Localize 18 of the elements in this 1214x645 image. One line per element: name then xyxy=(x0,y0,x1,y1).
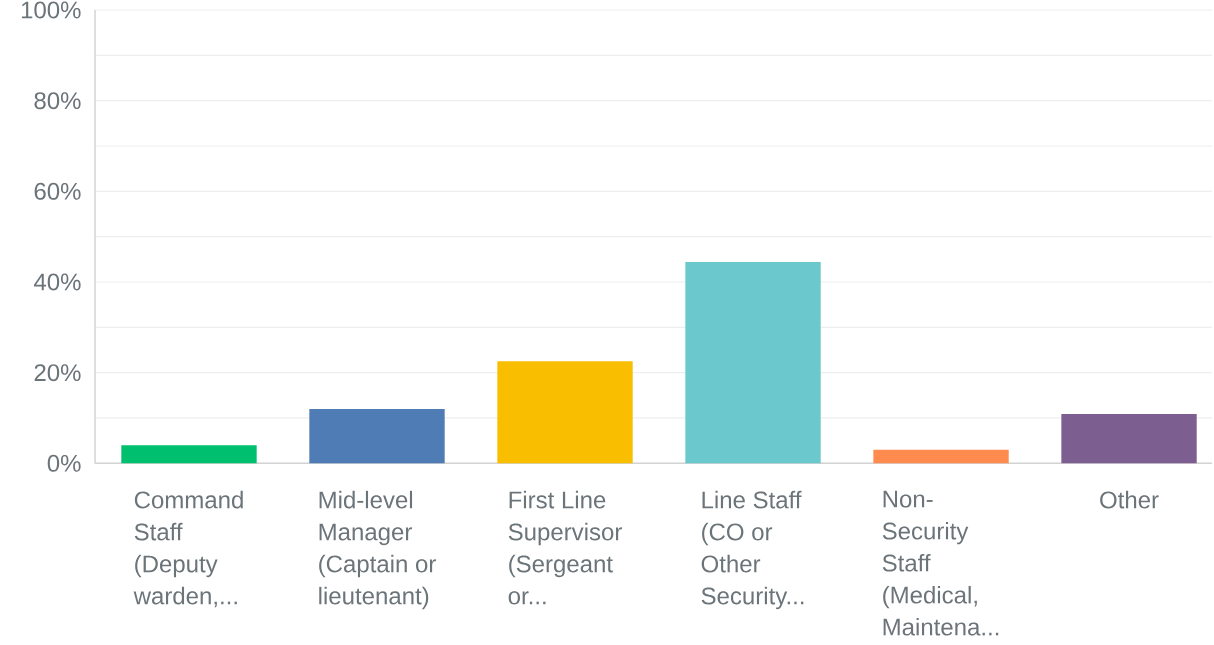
x-tick-label: Command Staff (Deputy warden,... xyxy=(133,490,243,608)
y-tick-label: 40% xyxy=(33,273,81,291)
bar xyxy=(685,262,821,464)
x-tick-label: Mid-level Manager (Captain or lieutenant) xyxy=(319,490,436,610)
x-tick-label: Non-Security Staff (Medical, Maintena... xyxy=(882,490,999,636)
y-tick-label: 20% xyxy=(34,364,81,382)
y-tick-label: 80% xyxy=(34,92,81,110)
bar xyxy=(309,408,445,464)
y-tick-label: 60% xyxy=(34,182,81,200)
y-tick-label: 100% xyxy=(21,1,81,19)
x-tick-label: Other xyxy=(1100,490,1159,509)
y-tick-label: 0% xyxy=(47,454,81,472)
x-tick-label: First Line Supervisor (Sergeant or... xyxy=(508,490,622,605)
bar xyxy=(121,445,257,464)
bar xyxy=(1061,413,1197,464)
bar xyxy=(497,361,633,464)
bar xyxy=(873,449,1009,464)
x-tick-label: Line Staff (CO or Other Security... xyxy=(701,490,804,610)
